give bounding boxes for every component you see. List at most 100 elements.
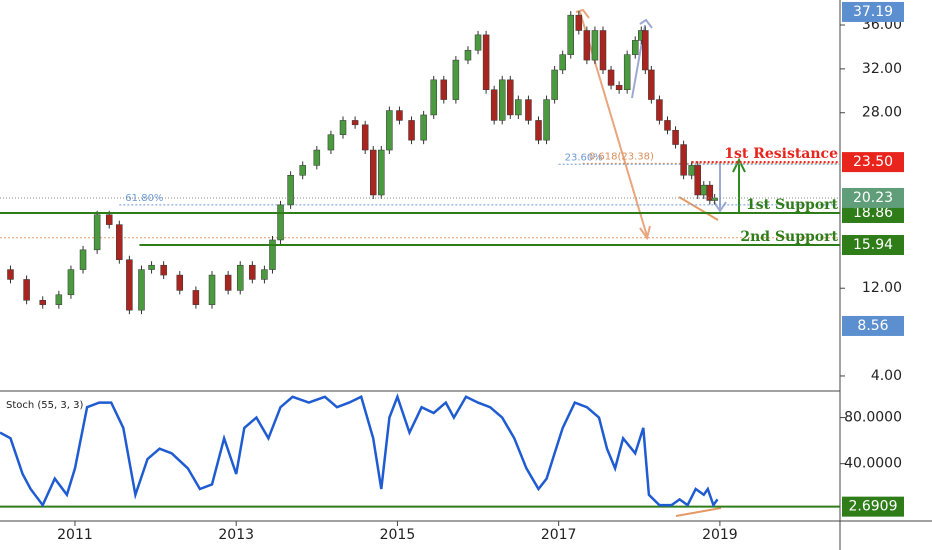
- price-tag: [842, 496, 904, 517]
- candle: [567, 14, 574, 55]
- candle: [507, 79, 514, 116]
- candle: [420, 114, 427, 141]
- candle: [339, 120, 347, 135]
- candle: [369, 149, 377, 196]
- candle: [498, 79, 506, 121]
- drawings: [575, 8, 746, 517]
- candle: [361, 124, 369, 151]
- candle: [543, 99, 550, 141]
- candle: [261, 269, 268, 280]
- price-tag-label: 20.23: [853, 190, 893, 206]
- y-tick-label: 4.00: [871, 368, 902, 384]
- x-tick-label: 2013: [218, 527, 254, 543]
- candle: [648, 69, 655, 100]
- candle: [408, 120, 415, 141]
- arrow-head: [639, 225, 651, 241]
- candle: [192, 290, 200, 305]
- candle: [208, 274, 216, 305]
- candle: [396, 110, 403, 121]
- price-tag-label: 8.56: [857, 318, 888, 334]
- candle: [116, 224, 123, 260]
- fib-label: 23.60%: [565, 152, 603, 163]
- candle: [559, 54, 566, 71]
- candle: [664, 120, 671, 131]
- candle: [591, 30, 599, 61]
- x-tick-label: 2015: [380, 527, 416, 543]
- candle: [575, 14, 583, 31]
- candle: [224, 274, 232, 291]
- candle: [452, 59, 460, 100]
- candle: [39, 300, 46, 305]
- candle: [464, 49, 472, 61]
- stoch-line: [0, 393, 719, 508]
- price-tag-label: 15.94: [853, 237, 893, 253]
- indicator-title: Stoch (55, 3, 3): [6, 400, 83, 411]
- level-label: 2nd Support: [740, 229, 838, 245]
- fib-label: 0.618(23.38): [589, 151, 654, 162]
- candle: [515, 99, 522, 116]
- candle: [138, 269, 145, 311]
- candle: [160, 264, 167, 276]
- candle: [535, 120, 542, 141]
- candle: [378, 149, 385, 196]
- candle: [67, 269, 75, 296]
- candle: [105, 214, 113, 225]
- candle: [93, 214, 101, 251]
- arrow-head: [732, 157, 746, 173]
- x-tick-label: 2017: [541, 527, 577, 543]
- candle: [672, 130, 679, 145]
- candle: [249, 264, 256, 280]
- level-label: 1st Support: [746, 197, 839, 213]
- candle: [299, 165, 306, 176]
- candle: [386, 110, 393, 151]
- candle: [700, 184, 708, 196]
- price-tag-label: 2.6909: [849, 499, 898, 515]
- stoch-divergence-line: [675, 507, 722, 517]
- candle: [623, 54, 631, 90]
- candle: [269, 239, 276, 270]
- divergence-line: [678, 196, 719, 221]
- candle: [694, 165, 701, 196]
- candle: [126, 259, 133, 311]
- candle: [327, 134, 335, 151]
- trend-arrow: [579, 11, 648, 237]
- candle: [55, 294, 63, 305]
- price-tag-label: 23.50: [853, 154, 893, 170]
- price-tag-label: 37.19: [853, 4, 893, 20]
- price-tag: [842, 235, 904, 256]
- candle: [313, 149, 321, 166]
- candle: [688, 165, 695, 176]
- price-tag: [842, 152, 904, 173]
- candle: [79, 249, 87, 270]
- candle: [642, 30, 649, 71]
- price-tag: [842, 315, 904, 336]
- y-tick-label: 40.0000: [844, 456, 902, 472]
- candle: [474, 34, 482, 51]
- candle: [583, 30, 591, 61]
- candle: [176, 274, 184, 291]
- price-tag: [842, 202, 904, 223]
- price-tag-label: 18.86: [853, 205, 893, 221]
- candle: [599, 30, 607, 71]
- y-tick-label: 32.00: [862, 61, 902, 77]
- y-tick-label: 28.00: [862, 105, 902, 121]
- candle: [615, 85, 623, 90]
- candle: [7, 269, 14, 280]
- x-tick-label: 2019: [702, 527, 738, 543]
- candle: [287, 175, 294, 206]
- candle: [607, 69, 615, 86]
- candle: [23, 279, 30, 301]
- price-tag: [842, 1, 904, 22]
- candle: [680, 144, 687, 176]
- candle: [351, 120, 359, 126]
- arrow-head: [639, 18, 653, 29]
- x-tick-label: 2011: [57, 527, 93, 543]
- y-tick-label: 80.0000: [844, 410, 902, 426]
- candle: [551, 69, 558, 100]
- candle: [277, 204, 284, 241]
- candle: [490, 89, 498, 121]
- candle: [525, 99, 532, 121]
- candle: [236, 264, 244, 291]
- candle: [430, 79, 437, 116]
- level-label: 1st Resistance: [724, 146, 838, 162]
